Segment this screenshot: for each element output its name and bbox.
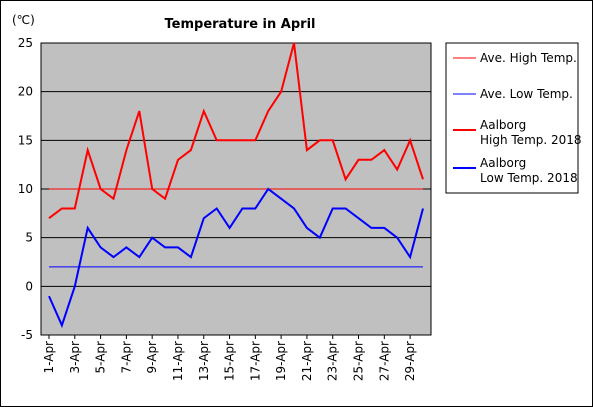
y-axis-ticks: 25 20 15 10 5 0 -5 bbox=[18, 36, 33, 342]
y-tick-label: 25 bbox=[18, 36, 33, 50]
legend-label: High Temp. 2018 bbox=[480, 133, 582, 147]
y-unit-label: (℃) bbox=[12, 13, 35, 27]
x-tick-label: 27-Apr bbox=[377, 341, 391, 381]
x-tick-label: 7-Apr bbox=[119, 341, 133, 374]
x-tick-label: 29-Apr bbox=[403, 341, 417, 381]
legend: Ave. High Temp.Ave. Low Temp.AalborgHigh… bbox=[453, 51, 582, 185]
x-tick-label: 9-Apr bbox=[145, 341, 159, 374]
legend-label: Aalborg bbox=[480, 118, 526, 132]
legend-label: Low Temp. 2018 bbox=[480, 171, 578, 185]
legend-label: Ave. Low Temp. bbox=[480, 87, 573, 101]
x-tick-label: 23-Apr bbox=[326, 341, 340, 381]
x-tick-label: 17-Apr bbox=[248, 341, 262, 381]
y-tick-label: 0 bbox=[25, 279, 33, 293]
legend-label: Ave. High Temp. bbox=[480, 51, 577, 65]
x-tick-label: 1-Apr bbox=[42, 341, 56, 374]
x-tick-label: 19-Apr bbox=[274, 341, 288, 381]
chart-title: Temperature in April bbox=[165, 17, 316, 32]
x-tick-label: 3-Apr bbox=[68, 341, 82, 374]
series-lines bbox=[48, 42, 424, 329]
series-line-3 bbox=[48, 187, 424, 329]
y-tick-label: 10 bbox=[18, 182, 33, 196]
x-tick-label: 13-Apr bbox=[197, 341, 211, 381]
x-tick-label: 15-Apr bbox=[223, 341, 237, 381]
x-tick-label: 21-Apr bbox=[300, 341, 314, 381]
legend-label: Aalborg bbox=[480, 156, 526, 170]
y-tick-label: 20 bbox=[18, 85, 33, 99]
x-tick-label: 5-Apr bbox=[94, 341, 108, 374]
x-axis-ticks: 1-Apr 3-Apr 5-Apr 7-Apr 9-Apr 11-Apr 13-Apr 15-… bbox=[42, 335, 417, 381]
y-tick-label: 15 bbox=[18, 133, 33, 147]
series-line-2 bbox=[48, 42, 424, 219]
x-tick-label: 11-Apr bbox=[171, 341, 185, 381]
y-tick-label: -5 bbox=[21, 328, 33, 342]
y-tick-label: 5 bbox=[25, 231, 33, 245]
x-tick-label: 25-Apr bbox=[352, 341, 366, 381]
